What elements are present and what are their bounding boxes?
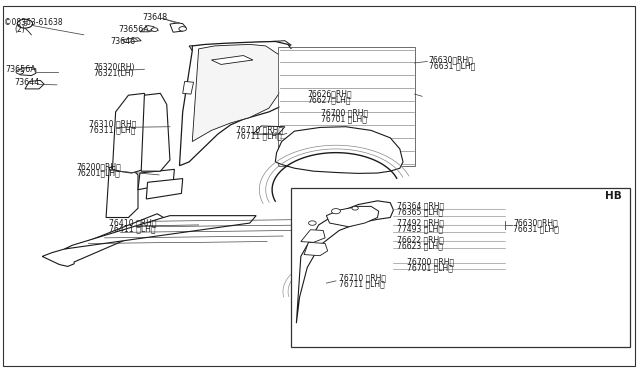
Text: 76201〈LH〉: 76201〈LH〉 bbox=[76, 169, 120, 177]
Polygon shape bbox=[138, 169, 174, 190]
Polygon shape bbox=[253, 126, 285, 134]
Text: 76311 〈LH〉: 76311 〈LH〉 bbox=[89, 125, 135, 135]
Text: 76320(RH): 76320(RH) bbox=[93, 63, 135, 72]
Polygon shape bbox=[25, 80, 44, 89]
Text: 76701 〈LH〉: 76701 〈LH〉 bbox=[408, 263, 453, 272]
Text: HB: HB bbox=[605, 190, 622, 201]
Text: 76710 〈RH〉: 76710 〈RH〉 bbox=[236, 125, 283, 135]
Text: 77492 〈RH〉: 77492 〈RH〉 bbox=[397, 219, 444, 228]
Text: 76701 〈LH〉: 76701 〈LH〉 bbox=[321, 115, 367, 124]
Text: 76321(LH): 76321(LH) bbox=[93, 69, 134, 78]
Text: 76623 〈LH〉: 76623 〈LH〉 bbox=[397, 241, 442, 250]
Polygon shape bbox=[301, 230, 325, 242]
Text: 76630〈RH〉: 76630〈RH〉 bbox=[513, 219, 557, 228]
Text: 76627〈LH〉: 76627〈LH〉 bbox=[307, 95, 351, 104]
Polygon shape bbox=[140, 26, 154, 32]
Text: S: S bbox=[23, 21, 27, 27]
Polygon shape bbox=[326, 206, 379, 227]
Polygon shape bbox=[179, 41, 294, 166]
Text: ^760*00 7: ^760*00 7 bbox=[551, 339, 593, 348]
Polygon shape bbox=[65, 216, 256, 249]
Polygon shape bbox=[519, 336, 628, 347]
Circle shape bbox=[308, 221, 316, 225]
Text: 76410 〈RH〉: 76410 〈RH〉 bbox=[109, 218, 157, 227]
Circle shape bbox=[17, 19, 33, 28]
Polygon shape bbox=[211, 55, 253, 64]
Polygon shape bbox=[141, 93, 170, 171]
Text: 76631 〈LH〉: 76631 〈LH〉 bbox=[513, 224, 559, 234]
Text: 76700 〈RH〉: 76700 〈RH〉 bbox=[321, 109, 368, 118]
Polygon shape bbox=[182, 81, 193, 94]
Text: 77493 〈LH〉: 77493 〈LH〉 bbox=[397, 224, 443, 234]
Text: 76710 〈RH〉: 76710 〈RH〉 bbox=[339, 273, 386, 282]
Text: 76310 〈RH〉: 76310 〈RH〉 bbox=[89, 120, 136, 129]
Text: 73656A: 73656A bbox=[119, 25, 150, 34]
Circle shape bbox=[152, 28, 158, 32]
Text: ©08363-61638: ©08363-61638 bbox=[4, 19, 63, 28]
Circle shape bbox=[352, 206, 358, 210]
Circle shape bbox=[179, 27, 186, 31]
Text: 76631 〈LH〉: 76631 〈LH〉 bbox=[429, 61, 475, 70]
Text: 76200〈RH〉: 76200〈RH〉 bbox=[76, 163, 121, 171]
Polygon shape bbox=[106, 166, 138, 218]
Polygon shape bbox=[113, 93, 151, 173]
Polygon shape bbox=[278, 49, 415, 166]
Text: 76700 〈RH〉: 76700 〈RH〉 bbox=[408, 257, 454, 266]
Text: 76622 〈RH〉: 76622 〈RH〉 bbox=[397, 235, 444, 244]
Polygon shape bbox=[296, 201, 394, 323]
Polygon shape bbox=[192, 44, 285, 141]
Text: 73646: 73646 bbox=[111, 36, 136, 46]
Polygon shape bbox=[275, 127, 403, 173]
Text: 76711 〈LH〉: 76711 〈LH〉 bbox=[236, 131, 282, 141]
Text: (2): (2) bbox=[14, 25, 25, 35]
Text: 73656A: 73656A bbox=[5, 65, 36, 74]
Text: 76365 〈LH〉: 76365 〈LH〉 bbox=[397, 207, 443, 216]
Text: 73644: 73644 bbox=[15, 78, 40, 87]
Text: 76711 〈LH〉: 76711 〈LH〉 bbox=[339, 279, 385, 288]
Circle shape bbox=[16, 70, 24, 74]
Bar bbox=[291, 188, 630, 347]
Polygon shape bbox=[147, 179, 182, 199]
Polygon shape bbox=[122, 38, 141, 42]
Circle shape bbox=[332, 209, 340, 214]
Polygon shape bbox=[304, 242, 328, 256]
Polygon shape bbox=[170, 23, 186, 32]
Polygon shape bbox=[189, 41, 291, 51]
Text: 73648: 73648 bbox=[143, 13, 168, 22]
Polygon shape bbox=[20, 67, 36, 76]
Text: 76364 〈RH〉: 76364 〈RH〉 bbox=[397, 201, 444, 210]
Polygon shape bbox=[42, 214, 164, 266]
Text: 76626〈RH〉: 76626〈RH〉 bbox=[307, 89, 352, 98]
Text: 76411 〈LH〉: 76411 〈LH〉 bbox=[109, 224, 156, 233]
Text: 76630〈RH〉: 76630〈RH〉 bbox=[429, 55, 474, 64]
